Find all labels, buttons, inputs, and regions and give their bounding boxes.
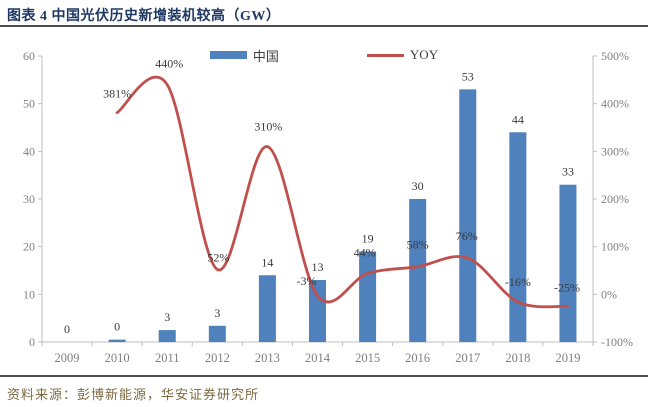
bar-series-swatch-icon [209, 51, 247, 59]
x-axis-label-2016: 2016 [405, 351, 430, 365]
bar-label-2010: 0 [114, 320, 120, 334]
figure-title: 图表 4 中国光伏历史新增装机较高（GW） [7, 9, 281, 24]
right-axis-tick-label: 100% [601, 240, 629, 254]
yoy-label-2018: -16% [505, 275, 531, 289]
bar-label-2016: 30 [412, 179, 424, 193]
x-axis-label-2018: 2018 [505, 351, 530, 365]
x-axis-label-2011: 2011 [155, 351, 180, 365]
bar-2016 [409, 199, 427, 342]
figure-header: 图表 4 中国光伏历史新增装机较高（GW） [0, 0, 648, 27]
yoy-label-2012: 52% [207, 251, 229, 265]
bar-2012 [208, 325, 226, 342]
yoy-label-2010: 381% [103, 87, 131, 101]
x-axis-label-2017: 2017 [455, 351, 480, 365]
yoy-label-2013: 310% [254, 120, 282, 134]
yoy-label-2011: 440% [155, 57, 183, 71]
left-axis-tick-label: 20 [23, 240, 35, 254]
bar-label-2011: 3 [164, 310, 170, 324]
left-axis-tick-label: 0 [29, 335, 35, 349]
left-axis-tick-label: 30 [23, 192, 35, 206]
yoy-line [115, 75, 570, 309]
bar-label-2013: 14 [261, 255, 273, 269]
yoy-label-2016: 58% [407, 238, 429, 252]
source-note: 资料来源：彭博新能源，华安证券研究所 [7, 387, 260, 402]
legend-label-yoy: YOY [409, 47, 439, 62]
right-axis-tick-label: 0% [601, 287, 617, 301]
right-axis-tick-label: 400% [601, 97, 629, 111]
x-axis-label-2012: 2012 [205, 351, 230, 365]
right-axis-tick-label: 200% [601, 192, 629, 206]
legend-label-china: 中国 [252, 48, 279, 64]
right-axis-tick-label: -100% [601, 335, 633, 349]
bar-label-2017: 53 [462, 69, 474, 83]
yoy-label-2014: -3% [297, 274, 317, 288]
bar-2017 [459, 89, 477, 342]
x-axis-label-2019: 2019 [555, 351, 580, 365]
x-axis-label-2010: 2010 [105, 351, 130, 365]
legend-item-yoy: YOY [366, 47, 439, 63]
bar-2019 [559, 184, 577, 342]
yoy-label-2019: -25% [554, 280, 580, 294]
bar-2018 [509, 132, 527, 342]
bar-label-2015: 19 [362, 231, 374, 245]
left-axis-tick-label: 40 [23, 144, 35, 158]
bar-label-2018: 44 [512, 112, 524, 126]
x-axis-label-2013: 2013 [255, 351, 280, 365]
bar-label-2012: 3 [214, 306, 220, 320]
x-axis-label-2009: 2009 [55, 351, 80, 365]
bar-2015 [359, 251, 377, 342]
legend-item-china: 中国 [209, 46, 279, 65]
right-axis-tick-label: 300% [601, 144, 629, 158]
line-series-swatch-icon [366, 53, 404, 57]
bar-label-2019: 33 [562, 165, 574, 179]
footer-rule [0, 375, 648, 377]
bar-2010 [108, 339, 126, 342]
x-axis-label-2014: 2014 [305, 351, 331, 365]
bar-2013 [258, 275, 276, 342]
chart-legend: 中国 YOY [0, 46, 648, 65]
left-axis-tick-label: 60 [23, 49, 35, 63]
yoy-label-2017: 76% [456, 229, 478, 243]
x-axis-label-2015: 2015 [355, 351, 380, 365]
bar-2014 [309, 280, 326, 342]
left-axis-tick-label: 50 [23, 97, 35, 111]
bar-2011 [158, 330, 176, 342]
bar-line-chart: 0102030405060-100%0%100%200%300%400%500%… [23, 49, 633, 365]
bar-label-2009: 0 [64, 322, 70, 336]
bar-label-2014: 13 [312, 260, 324, 274]
yoy-label-2015: 44% [354, 245, 376, 259]
right-axis-tick-label: 500% [601, 49, 629, 63]
left-axis-tick-label: 10 [23, 287, 35, 301]
